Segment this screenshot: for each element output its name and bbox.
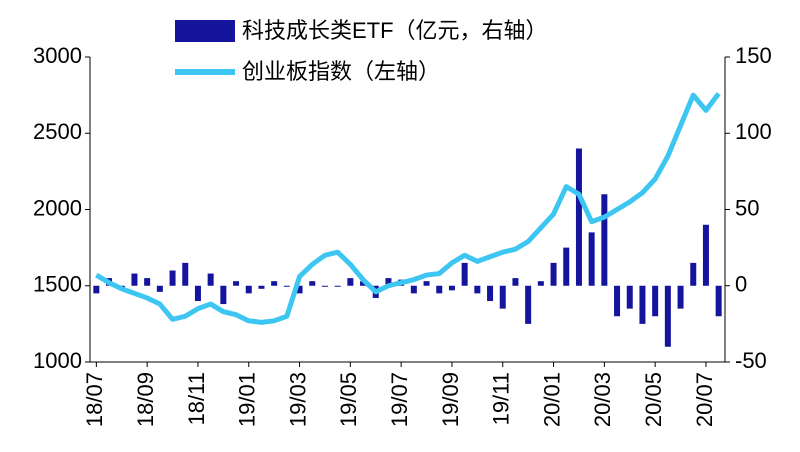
bar xyxy=(702,224,709,286)
y-tick-label: 1000 xyxy=(33,348,82,373)
x-tick-label: 20/05 xyxy=(641,372,666,427)
bar xyxy=(448,285,455,291)
bar xyxy=(626,285,633,309)
bar xyxy=(194,285,201,301)
x-tick-label: 20/01 xyxy=(539,372,564,427)
bar xyxy=(283,285,290,287)
x-tick-label: 20/07 xyxy=(692,372,717,427)
line xyxy=(95,92,721,325)
x-tick-label: 19/01 xyxy=(235,372,260,427)
y2-tick-label: -50 xyxy=(735,348,767,373)
bar xyxy=(360,281,367,286)
bar xyxy=(233,281,240,286)
bar xyxy=(156,285,163,292)
bar xyxy=(258,285,265,289)
bar xyxy=(550,262,557,286)
bar xyxy=(423,281,430,286)
bar xyxy=(245,285,252,294)
bar xyxy=(487,285,494,301)
legend-label: 创业板指数（左轴） xyxy=(242,59,440,84)
bar xyxy=(309,281,316,286)
bar xyxy=(347,278,354,286)
bar xyxy=(715,285,722,317)
legend-swatch-bar xyxy=(175,20,235,42)
x-tick-label: 19/05 xyxy=(336,372,361,427)
x-tick-label: 18/11 xyxy=(184,372,209,425)
bar xyxy=(334,285,341,287)
y2-tick-label: 0 xyxy=(735,272,747,297)
y-tick-label: 1500 xyxy=(33,272,82,297)
x-tick-label: 19/11 xyxy=(489,372,514,425)
y-tick-label: 3000 xyxy=(33,43,82,68)
bar xyxy=(512,278,519,286)
bar xyxy=(563,247,570,286)
x-tick-label: 20/03 xyxy=(590,372,615,427)
x-tick-label: 18/07 xyxy=(82,372,107,427)
bar xyxy=(652,285,659,317)
legend-label: 科技成长类ETF（亿元，右轴） xyxy=(242,18,548,43)
bar xyxy=(144,278,151,286)
bar xyxy=(664,285,671,347)
bar xyxy=(182,262,189,286)
bar xyxy=(93,285,100,294)
x-tick-label: 19/09 xyxy=(438,372,463,427)
bar xyxy=(271,281,278,286)
bar xyxy=(131,273,138,286)
bar xyxy=(677,285,684,309)
bar xyxy=(537,281,544,286)
x-tick-label: 19/07 xyxy=(387,372,412,427)
bar xyxy=(385,278,392,286)
bar xyxy=(207,273,214,286)
bar xyxy=(601,194,608,286)
bar xyxy=(169,270,176,286)
bar xyxy=(296,285,303,294)
y2-tick-label: 100 xyxy=(735,119,772,144)
bar xyxy=(690,262,697,286)
x-tick-label: 18/09 xyxy=(133,372,158,427)
bar xyxy=(525,285,532,324)
bar xyxy=(220,285,227,305)
y-tick-label: 2000 xyxy=(33,195,82,220)
bar xyxy=(461,262,468,286)
bar xyxy=(474,285,481,294)
y-tick-label: 2500 xyxy=(33,119,82,144)
bar xyxy=(436,285,443,294)
bar xyxy=(575,148,582,286)
y2-tick-label: 50 xyxy=(735,195,759,220)
bar xyxy=(639,285,646,324)
bar xyxy=(321,285,328,287)
bar xyxy=(588,232,595,286)
bar xyxy=(410,285,417,294)
y2-tick-label: 150 xyxy=(735,43,772,68)
x-tick-label: 19/03 xyxy=(285,372,310,427)
bar xyxy=(499,285,506,309)
bar xyxy=(614,285,621,317)
